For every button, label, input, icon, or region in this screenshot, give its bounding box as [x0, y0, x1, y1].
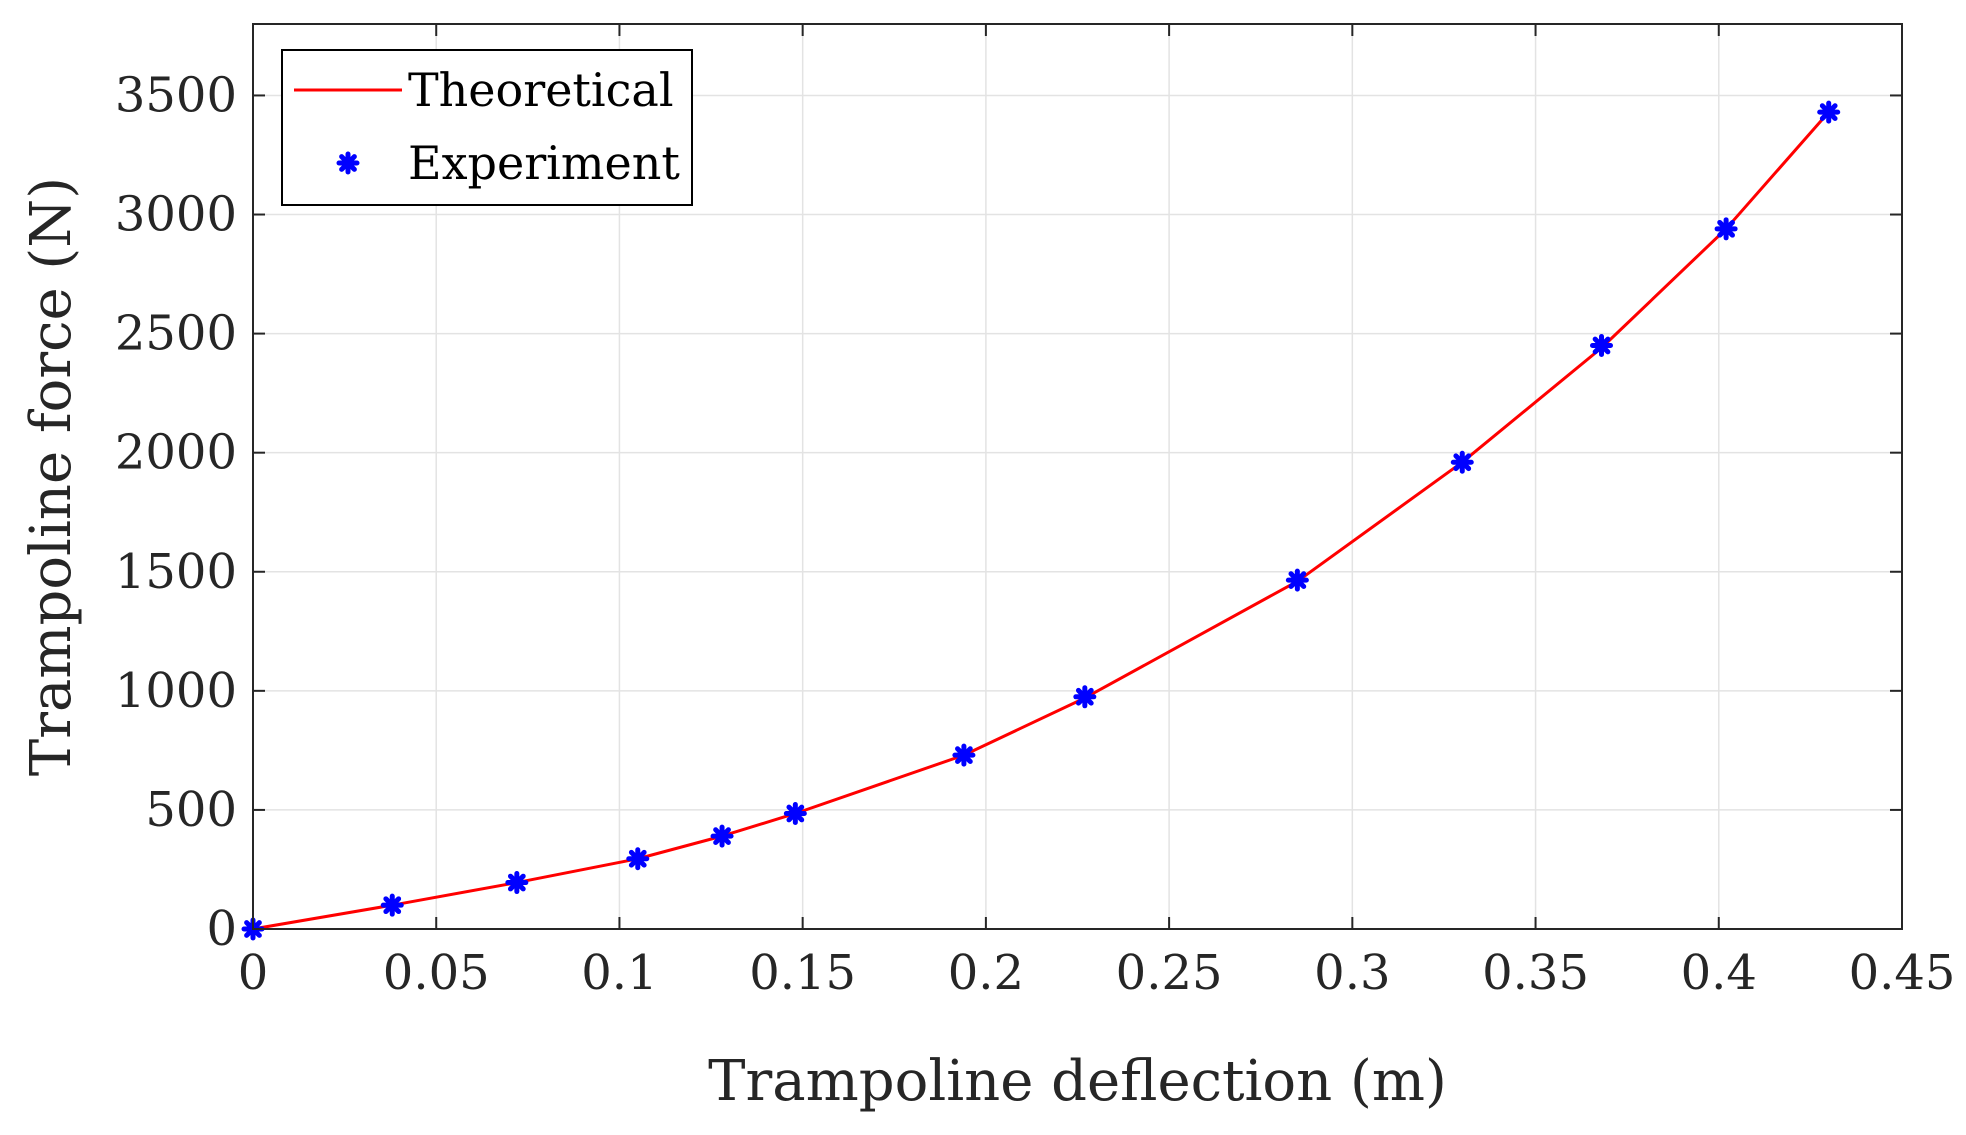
legend-box	[281, 49, 693, 206]
experiment-data-point	[1450, 450, 1474, 474]
experiment-data-point	[1817, 100, 1841, 124]
experiment-data-point	[952, 743, 976, 767]
tick-labels-layer: 0 0.05 0.1 0.15 0.2 0.25 0.3 0.35 0.4 0.45 0 500 100…	[115, 67, 1956, 1001]
experiment-data-point	[1285, 568, 1309, 592]
x-tick-label: 0.35	[1482, 945, 1589, 1001]
x-tick-label: 0.15	[749, 945, 856, 1001]
experiment-data-point	[783, 801, 807, 825]
x-tick-label: 0	[238, 945, 269, 1001]
experiment-data-point	[505, 871, 529, 895]
y-tick-label: 3000	[115, 187, 237, 243]
y-tick-label: 1000	[115, 663, 237, 719]
series-layer	[241, 100, 1841, 941]
y-tick-label: 0	[206, 901, 237, 957]
legend-experiment-marker-sample	[336, 151, 360, 175]
experiment-data-point	[710, 824, 734, 848]
x-tick-label: 0.3	[1314, 945, 1390, 1001]
ticks-layer	[252, 24, 1903, 930]
legend-experiment-label: Experiment	[408, 136, 680, 190]
experiment-data-point	[1714, 217, 1738, 241]
y-tick-label: 2500	[115, 306, 237, 362]
experiment-data-point	[380, 893, 404, 917]
series-theoretical-line	[252, 111, 1830, 931]
axes-box	[252, 23, 1903, 930]
y-tick-label: 3500	[115, 67, 237, 123]
x-tick-label: 0.1	[581, 945, 657, 1001]
grid-layer	[253, 24, 1902, 929]
x-tick-label: 0.05	[383, 945, 490, 1001]
x-axis-title: Trampoline deflection (m)	[708, 1049, 1447, 1114]
x-tick-label: 0.2	[948, 945, 1024, 1001]
legend: Theoretical Experiment	[281, 49, 693, 206]
x-tick-label: 0.45	[1849, 945, 1956, 1001]
legend-experiment-star	[336, 151, 360, 175]
y-tick-label: 500	[145, 782, 237, 838]
experiment-data-point	[1590, 334, 1614, 358]
x-tick-label: 0.25	[1116, 945, 1223, 1001]
legend-theoretical-label: Theoretical	[408, 63, 674, 117]
x-tick-label: 0.4	[1681, 945, 1757, 1001]
y-tick-label: 2000	[115, 425, 237, 481]
y-axis-title: Trampoline force (N)	[19, 177, 84, 776]
experiment-data-point	[1073, 685, 1097, 709]
y-tick-label: 1500	[115, 544, 237, 600]
experiment-data-point	[626, 847, 650, 871]
